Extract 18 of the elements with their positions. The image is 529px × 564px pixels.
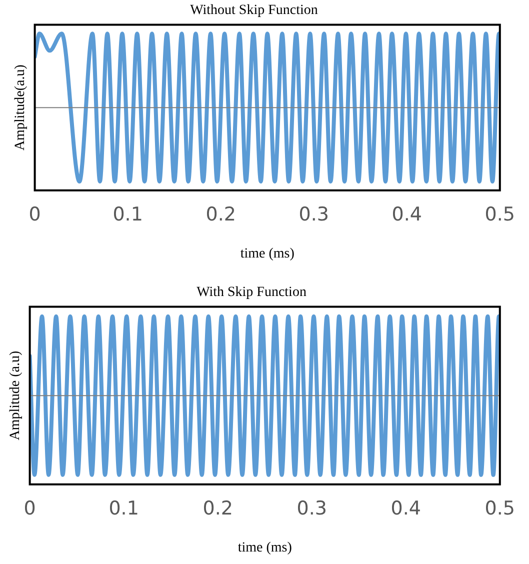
y-axis-title: Amplitude (a.u) xyxy=(8,350,24,440)
chart-title: Without Skip Function xyxy=(190,3,318,18)
x-tick-label: 0.3 xyxy=(296,498,327,520)
x-tick-label: 0.4 xyxy=(392,204,422,226)
chart-title: With Skip Function xyxy=(196,285,306,300)
x-tick-label: 0.1 xyxy=(112,204,143,226)
x-tick-label: 0.1 xyxy=(108,498,139,520)
x-tick-label: 0.5 xyxy=(484,498,515,520)
y-axis-title: Amplitude(a.u) xyxy=(13,64,28,151)
x-tick-label: 0.4 xyxy=(390,498,421,520)
x-tick-label: 0 xyxy=(24,498,36,520)
x-tick-label: 0.3 xyxy=(298,204,329,226)
x-tick-label: 0.5 xyxy=(484,204,515,226)
x-axis-title: time (ms) xyxy=(240,246,295,262)
x-tick-label: 0 xyxy=(28,204,41,226)
x-axis-title: time (ms) xyxy=(238,540,292,556)
x-tick-label: 0.2 xyxy=(202,498,233,520)
x-tick-label: 0.2 xyxy=(206,204,236,226)
